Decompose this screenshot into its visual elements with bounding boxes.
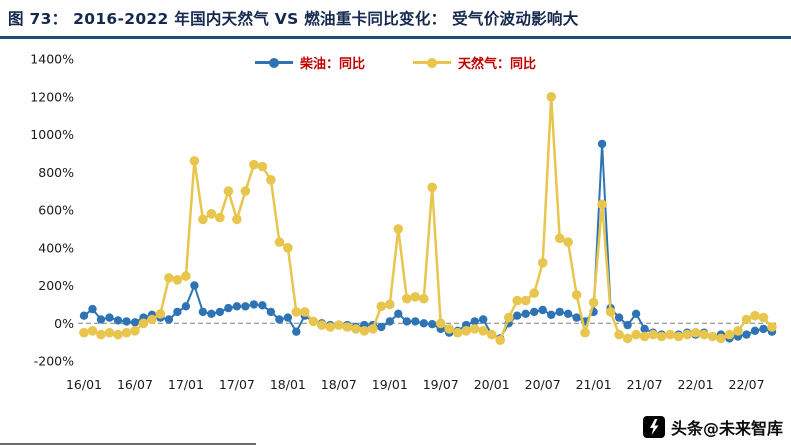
svg-text:20/01: 20/01 (474, 377, 510, 392)
svg-text:200%: 200% (38, 278, 74, 293)
legend-label-gas: 天然气：同比 (458, 57, 537, 72)
watermark: 头条@未来智库 (642, 415, 783, 439)
toutiao-logo-icon (642, 416, 665, 438)
svg-text:22/01: 22/01 (678, 377, 714, 392)
svg-text:18/01: 18/01 (270, 377, 306, 392)
legend-item-diesel: 柴油：同比 (254, 53, 365, 72)
chart-area: 柴油：同比 天然气：同比 -200% 0% 200% 400% 600% 800% 1000… (0, 41, 791, 403)
bottom-partial-rule (0, 443, 256, 445)
svg-text:600%: 600% (38, 203, 74, 218)
svg-text:0%: 0% (54, 316, 74, 331)
line-chart: -200% 0% 200% 400% 600% 800% 1000% 1200% 1400% 16… (30, 52, 777, 392)
svg-text:19/07: 19/07 (423, 377, 459, 392)
svg-text:17/07: 17/07 (219, 377, 255, 392)
svg-text:16/07: 16/07 (117, 377, 153, 392)
chart-legend: 柴油：同比 天然气：同比 (0, 53, 791, 72)
svg-text:-200%: -200% (34, 354, 74, 369)
svg-text:400%: 400% (38, 240, 74, 255)
svg-text:20/07: 20/07 (525, 377, 561, 392)
svg-text:16/01: 16/01 (66, 377, 102, 392)
legend-item-gas: 天然气：同比 (413, 53, 536, 72)
svg-text:1400%: 1400% (30, 52, 74, 67)
figure-title: 图 73： 2016-2022 年国内天然气 VS 燃油重卡同比变化： 受气价波… (0, 0, 791, 39)
svg-text:21/07: 21/07 (627, 377, 663, 392)
legend-label-diesel: 柴油：同比 (299, 57, 365, 72)
watermark-text: 头条@未来智库 (670, 419, 783, 438)
svg-text:18/07: 18/07 (321, 377, 357, 392)
svg-text:19/01: 19/01 (372, 377, 408, 392)
svg-text:800%: 800% (38, 165, 74, 180)
gas-line-marker-icon (413, 57, 451, 68)
svg-text:21/01: 21/01 (576, 377, 612, 392)
svg-text:22/07: 22/07 (729, 377, 765, 392)
svg-text:17/01: 17/01 (168, 377, 204, 392)
svg-text:1000%: 1000% (30, 127, 74, 142)
svg-text:1200%: 1200% (30, 89, 74, 104)
diesel-line-marker-icon (254, 57, 293, 68)
